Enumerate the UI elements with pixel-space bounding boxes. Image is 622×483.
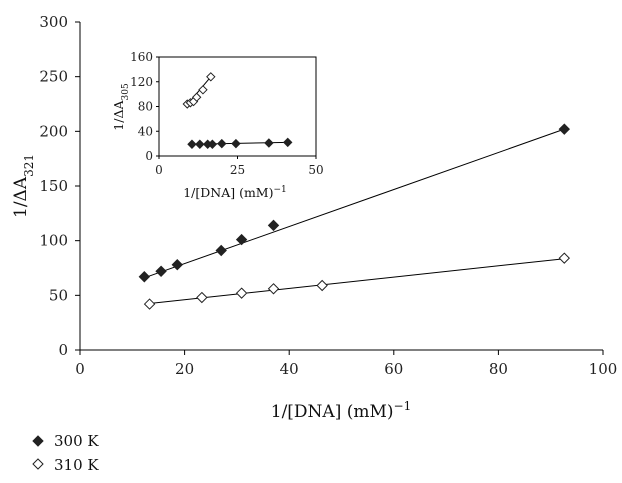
inset-point-open [191, 92, 202, 102]
main-point-open [235, 287, 248, 299]
main-x-tick-label: 40 [280, 360, 299, 378]
inset-points [182, 72, 293, 149]
main-y-tick-label: 250 [39, 68, 68, 86]
legend: 300 K 310 K [32, 432, 99, 474]
inset-point-open [206, 72, 216, 82]
inset-point-filled [217, 138, 227, 149]
inset-plot: 0 25 50 0 40 80 120 160 1/ΔA305 1/[DNA] (mM)−1 [111, 50, 324, 200]
inset-point-filled [207, 139, 218, 149]
main-point-open [196, 291, 208, 304]
main-point-open [267, 283, 280, 295]
main-x-tick-label: 0 [75, 360, 85, 378]
main-y-tick-label: 50 [49, 286, 68, 304]
inset-x-axis-title: 1/[DNA] (mM)−1 [183, 185, 287, 200]
legend-label-300k: 300 K [54, 432, 99, 450]
main-y-axis-title: 1/ΔA321 [11, 154, 36, 218]
inset-y-tick-label: 0 [145, 149, 153, 163]
inset-x-tick-label: 25 [230, 163, 245, 177]
main-points [138, 123, 571, 310]
inset-ticks: 0 25 50 0 40 80 120 160 [130, 50, 324, 177]
main-x-axis-title-text: 1/[DNA] (mM) [271, 402, 394, 422]
main-x-tick-label: 60 [384, 360, 403, 378]
main-trendline-open [149, 258, 565, 305]
main-point-filled [558, 123, 571, 135]
main-y-tick-label: 100 [39, 232, 68, 250]
inset-point-filled [283, 137, 293, 148]
inset-x-tick-label: 0 [155, 163, 163, 177]
legend-marker-300k [32, 435, 44, 447]
main-point-filled [138, 271, 151, 283]
main-y-axis-title-sub: 321 [22, 154, 36, 177]
main-y-tick-label: 200 [39, 122, 68, 140]
main-y-axis-title-text: 1/ΔA [11, 176, 31, 218]
inset-y-axis-title-sub: 305 [121, 83, 131, 100]
inset-point-open [198, 85, 208, 95]
main-y-tick-label: 0 [58, 341, 68, 359]
inset-y-tick-label: 80 [138, 100, 153, 114]
main-point-filled [267, 219, 280, 232]
legend-marker-310k [32, 458, 44, 470]
inset-point-filled [264, 138, 274, 148]
inset-y-tick-label: 120 [130, 75, 153, 89]
main-point-filled [155, 265, 167, 277]
main-point-open [143, 298, 156, 310]
inset-y-axis-title-text: 1/ΔA [111, 100, 126, 131]
main-point-filled [235, 233, 248, 246]
legend-label-310k: 310 K [54, 456, 99, 474]
inset-x-tick-label: 50 [308, 163, 323, 177]
inset-y-tick-label: 40 [138, 124, 153, 138]
main-y-tick-label: 300 [39, 13, 68, 31]
main-point-filled [171, 259, 183, 271]
main-point-open [558, 252, 571, 264]
main-x-tick-label: 80 [489, 360, 508, 378]
inset-point-filled [187, 139, 197, 149]
inset-x-axis-title-text: 1/[DNA] (mM) [183, 185, 273, 200]
main-point-filled [215, 244, 227, 257]
main-trendline-filled [144, 128, 565, 279]
main-x-tick-label: 100 [589, 360, 618, 378]
inset-point-filled [195, 139, 205, 149]
inset-y-tick-label: 160 [130, 50, 153, 64]
main-point-open [316, 279, 328, 292]
main-x-axis-title: 1/[DNA] (mM)−1 [271, 399, 412, 422]
main-y-tick-label: 150 [39, 177, 68, 195]
main-trendlines [144, 128, 565, 305]
main-x-tick-label: 20 [175, 360, 194, 378]
inset-x-axis-title-sup: −1 [274, 185, 287, 195]
inset-y-axis-title: 1/ΔA305 [111, 83, 131, 131]
main-x-axis-title-sup: −1 [394, 399, 412, 413]
inset-point-filled [231, 138, 241, 149]
